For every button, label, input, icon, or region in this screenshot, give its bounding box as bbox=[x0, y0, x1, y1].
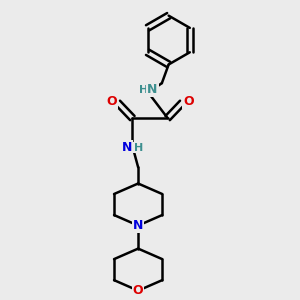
Text: O: O bbox=[183, 94, 194, 108]
Text: N: N bbox=[147, 83, 158, 96]
Text: N: N bbox=[133, 219, 143, 232]
Text: H: H bbox=[134, 142, 143, 153]
Text: N: N bbox=[122, 141, 133, 154]
Text: O: O bbox=[133, 284, 143, 297]
Text: O: O bbox=[106, 94, 117, 108]
Text: H: H bbox=[139, 85, 148, 95]
